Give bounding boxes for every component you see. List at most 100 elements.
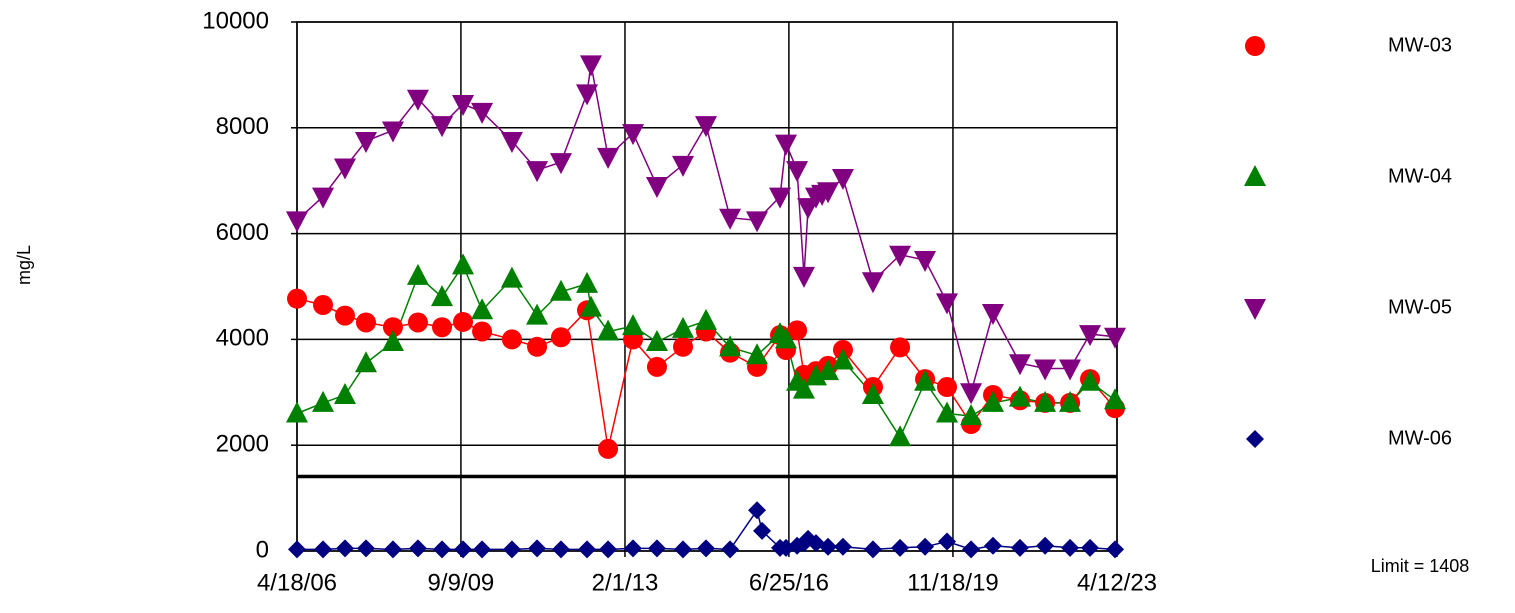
x-tick-label: 9/9/09 (428, 569, 495, 596)
data-point (473, 540, 492, 559)
data-point (408, 539, 427, 558)
y-tick-label: 4000 (216, 325, 269, 352)
data-point (383, 540, 402, 559)
y-axis-label: mg/L (14, 245, 34, 285)
data-point (624, 539, 643, 558)
data-point (774, 327, 797, 349)
data-point (674, 540, 693, 559)
data-point (817, 359, 840, 381)
y-tick-label: 0 (256, 536, 269, 563)
data-point (406, 263, 429, 285)
data-point (432, 317, 453, 338)
data-point (314, 540, 333, 559)
data-point (960, 383, 983, 405)
data-point (1059, 359, 1082, 381)
data-point (357, 539, 376, 558)
data-point (769, 187, 792, 209)
data-point (528, 539, 547, 558)
legend-marker (1245, 36, 1265, 56)
data-point (288, 540, 306, 559)
data-point (335, 539, 354, 558)
data-point (452, 94, 475, 116)
data-point (890, 337, 911, 358)
data-point (356, 312, 377, 333)
x-tick-label: 2/1/13 (592, 569, 659, 596)
data-point (962, 540, 981, 559)
data-point (719, 208, 742, 230)
data-point (935, 401, 958, 423)
data-point (382, 317, 403, 338)
data-point (453, 311, 474, 332)
data-point (381, 121, 404, 143)
data-point (472, 321, 493, 342)
data-point (982, 303, 1005, 325)
y-tick-label: 10000 (202, 7, 269, 34)
data-point (599, 540, 618, 559)
data-point (551, 540, 570, 559)
data-point (746, 211, 769, 233)
data-point (697, 539, 716, 558)
data-point (695, 116, 718, 138)
data-point (914, 369, 937, 391)
legend-label: MW-04 (1388, 165, 1452, 187)
data-point (1079, 369, 1102, 391)
data-point (916, 537, 935, 556)
data-point (1008, 385, 1031, 407)
data-point (287, 288, 307, 309)
data-point (1034, 390, 1057, 412)
data-point (576, 271, 599, 293)
data-point (960, 404, 983, 426)
data-point (1008, 354, 1031, 376)
series-line (297, 508, 1116, 551)
data-point (576, 84, 599, 106)
x-tick-label: 4/18/06 (257, 569, 337, 596)
data-point (982, 390, 1005, 412)
data-point (286, 401, 308, 423)
series-line (296, 64, 1116, 396)
data-point (501, 329, 522, 350)
data-point (672, 155, 695, 177)
limit-label: Limit = 1408 (1371, 556, 1470, 576)
data-point (804, 364, 827, 386)
data-point (748, 501, 767, 520)
data-point (645, 330, 668, 352)
data-point (833, 537, 852, 556)
data-point (333, 158, 356, 180)
data-point (313, 295, 334, 316)
data-point (1034, 359, 1057, 381)
data-point (500, 132, 523, 154)
data-point (578, 540, 597, 559)
data-point (622, 124, 645, 146)
data-point (1061, 538, 1080, 557)
data-point (646, 356, 667, 377)
data-point (597, 319, 620, 341)
data-point (471, 298, 494, 320)
data-point (452, 253, 475, 275)
data-point (1081, 538, 1100, 557)
data-point (550, 327, 571, 348)
data-point (935, 293, 958, 315)
data-point (721, 540, 740, 559)
data-point (407, 312, 428, 333)
data-point (549, 279, 572, 301)
data-point (861, 382, 884, 404)
data-point (672, 316, 695, 338)
data-point (527, 336, 548, 357)
data-point (889, 425, 912, 447)
data-point (1010, 538, 1029, 557)
data-point (454, 540, 473, 559)
data-point (787, 320, 808, 341)
data-point (312, 390, 335, 412)
data-point (746, 343, 769, 365)
y-tick-label: 6000 (216, 219, 269, 246)
data-point (1106, 540, 1125, 559)
data-point (673, 336, 694, 357)
data-point (863, 540, 882, 559)
data-point (831, 348, 854, 370)
data-point (774, 134, 797, 156)
data-point (526, 161, 549, 183)
data-point (645, 176, 668, 198)
data-point (381, 330, 404, 352)
data-point (1104, 388, 1127, 410)
data-point (792, 266, 815, 288)
